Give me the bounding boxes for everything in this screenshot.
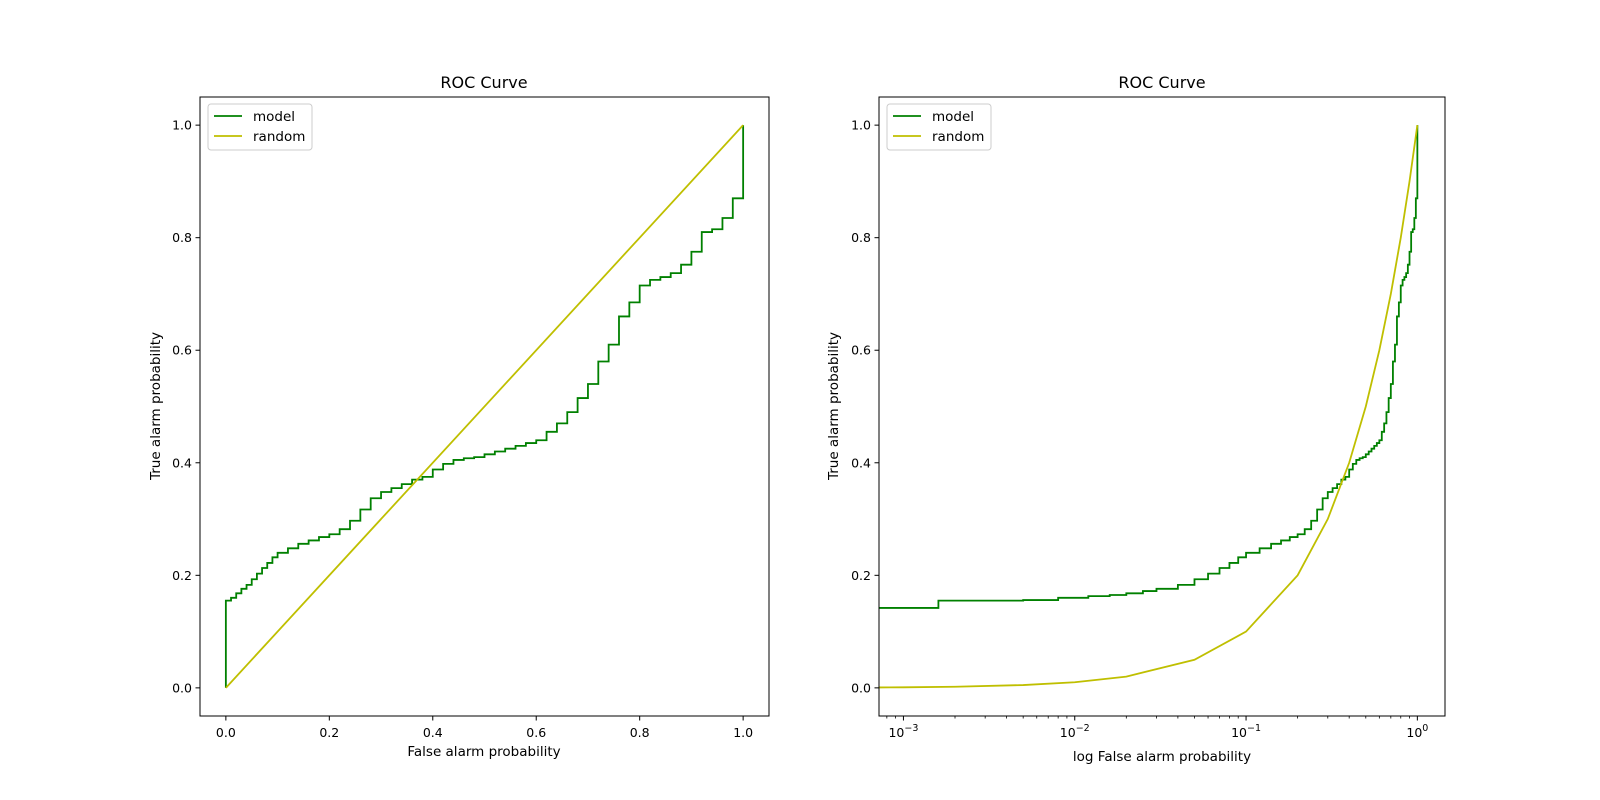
chart-left-legend: model random [207, 103, 313, 151]
left-series-random [225, 124, 744, 689]
chart-right: ROC Curve 0.00.20.40.60.81.010−3 10−2 10−1… [826, 73, 1446, 765]
chart-right-title: ROC Curve [1118, 73, 1205, 92]
chart-left-marks [224, 124, 745, 689]
right-ytick-label: 0.6 [851, 343, 871, 358]
right-xtick-exponent: −3 [904, 723, 918, 734]
left-series-model [224, 125, 745, 688]
chart-left-legend-label-model: model [253, 109, 295, 125]
chart-right-legend-label-model: model [932, 109, 974, 125]
right-ytick-label: 0.2 [851, 568, 871, 583]
right-ytick-label: 0.8 [851, 230, 871, 245]
left-xtick-label: 0.6 [526, 725, 546, 740]
right-series-model [879, 125, 1419, 609]
left-ytick-label: 0.4 [172, 455, 192, 470]
chart-left-frame [199, 96, 770, 717]
chart-right-legend: model random [886, 103, 992, 151]
left-ytick-label: 0.2 [172, 568, 192, 583]
chart-right-xlabel: log False alarm probability [1073, 749, 1251, 765]
chart-left-legend-label-random: random [253, 129, 305, 145]
chart-left-xlabel: False alarm probability [407, 744, 560, 760]
left-xtick-label: 0.0 [216, 725, 236, 740]
chart-left-ylabel: True alarm probability [148, 332, 164, 481]
right-ytick-label: 0.0 [851, 680, 871, 695]
left-ytick-label: 1.0 [172, 118, 192, 133]
chart-left: ROC Curve 0.0 0.2 0.4 0.6 0.8 1.0 0.0 0.2 0.4 0.6… [148, 73, 770, 760]
left-xtick-label: 1.0 [733, 725, 753, 740]
chart-left-ticks: 0.0 0.2 0.4 0.6 0.8 1.0 0.0 0.2 0.4 0.6 0.8 1.0 [172, 118, 753, 740]
left-ytick-label: 0.8 [172, 230, 192, 245]
right-xtick-exponent: 0 [1422, 723, 1428, 734]
right-ytick-label: 1.0 [851, 118, 871, 133]
chart-right-frame [878, 96, 1446, 717]
left-ytick-label: 0.6 [172, 343, 192, 358]
right-xtick-exponent: −1 [1247, 723, 1261, 734]
chart-right-legend-label-random: random [932, 129, 984, 145]
chart-right-marks [878, 125, 1419, 689]
left-xtick-label: 0.4 [423, 725, 443, 740]
right-xtick-exponent: −2 [1076, 723, 1090, 734]
right-ytick-label: 0.4 [851, 455, 871, 470]
left-ytick-label: 0.0 [172, 680, 192, 695]
chart-right-plot-area [879, 97, 1445, 716]
left-xtick-label: 0.2 [319, 725, 339, 740]
chart-right-ylabel: True alarm probability [826, 332, 842, 481]
left-xtick-label: 0.8 [630, 725, 650, 740]
chart-left-title: ROC Curve [440, 73, 527, 92]
right-series-random [878, 125, 1419, 689]
